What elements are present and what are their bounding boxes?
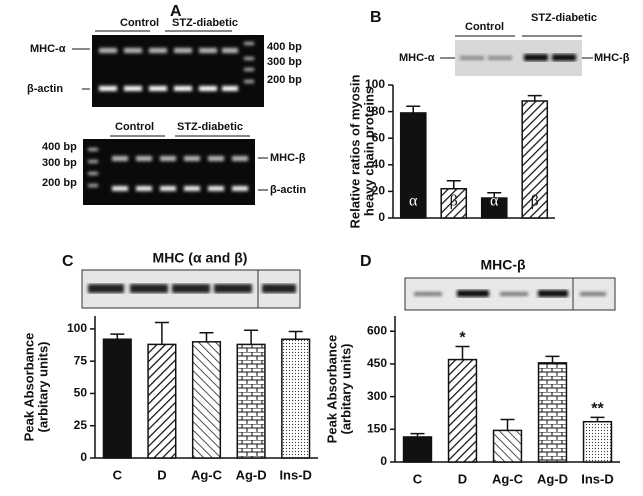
error-bar: [446, 180, 461, 189]
panel-letter: D: [360, 253, 372, 270]
y-tick-label: 0: [378, 210, 385, 224]
bar: [236, 343, 266, 459]
bar-label: β: [531, 193, 539, 210]
bar: [191, 341, 222, 459]
bar-label: α: [409, 193, 418, 210]
bar: [147, 343, 177, 459]
gel-panel-a: A Control STZ-diabetic MHC-α β-actin 400…: [27, 3, 306, 205]
panel-letter: A: [170, 3, 182, 20]
error-bar: [455, 345, 470, 360]
error-bar: [154, 321, 169, 345]
size-label: 200 bp: [267, 74, 302, 86]
x-tick-label: D: [157, 467, 166, 482]
band-label: β-actin: [270, 184, 306, 196]
error-bar: [288, 330, 303, 340]
error-bar: [199, 332, 214, 342]
panel-letter: B: [370, 9, 382, 26]
error-bar: [527, 94, 542, 101]
group-label: Control: [120, 17, 159, 29]
y-tick-label: 300: [367, 389, 387, 403]
error-bar: [545, 355, 560, 363]
bar: [281, 338, 311, 459]
y-tick-label: 50: [74, 386, 88, 400]
error-bar: [500, 418, 515, 431]
y-tick-label: 80: [372, 104, 386, 118]
x-tick-label: D: [458, 471, 467, 486]
y-tick-label: 600: [367, 323, 387, 337]
band-label: MHC-β: [270, 152, 306, 164]
y-axis-label: heavy chain proteins: [361, 87, 376, 216]
band-label: MHC-α: [30, 43, 66, 55]
y-tick-label: 100: [365, 77, 385, 91]
chart-title: MHC-β: [480, 257, 526, 273]
error-bar: [406, 105, 421, 113]
y-tick-label: 60: [372, 130, 386, 144]
size-label: 200 bp: [42, 177, 77, 189]
group-label: STZ-diabetic: [172, 17, 238, 29]
group-label: STZ-diabetic: [531, 12, 597, 24]
y-axis-label: (arbitary units): [338, 343, 353, 434]
size-label: 400 bp: [267, 41, 302, 53]
x-tick-label: Ag-D: [236, 467, 267, 482]
size-label: 300 bp: [42, 157, 77, 169]
x-tick-label: Ins-D: [581, 471, 614, 486]
x-tick-label: Ag-D: [537, 471, 568, 486]
bar: [102, 338, 132, 459]
size-label: 400 bp: [42, 141, 77, 153]
x-tick-label: C: [113, 467, 123, 482]
y-axis-label: Peak Absorbance: [21, 333, 36, 442]
y-tick-label: 25: [74, 418, 88, 432]
y-axis-label: Peak Absorbance: [324, 335, 339, 444]
y-tick-label: 450: [367, 356, 387, 370]
bar: [399, 112, 427, 219]
panel-letter: C: [62, 253, 74, 270]
band-label: β-actin: [27, 83, 63, 95]
x-tick-label: Ag-C: [492, 471, 524, 486]
bar: [447, 358, 478, 463]
y-axis-label: (arbitary units): [35, 341, 50, 432]
group-label: Control: [465, 21, 504, 33]
bar: [537, 362, 568, 463]
bar-label: β: [450, 193, 458, 210]
y-tick-label: 40: [372, 157, 386, 171]
y-axis-label: Relative ratios of myosin: [347, 75, 362, 229]
bar: [402, 436, 433, 463]
bar-label: α: [490, 193, 499, 210]
x-tick-label: C: [413, 471, 423, 486]
gel-panel-b: B Control STZ-diabetic MHC-α MHC-β: [370, 9, 630, 76]
x-tick-label: Ins-D: [279, 467, 312, 482]
error-bar: [110, 333, 125, 340]
group-label: STZ-diabetic: [177, 121, 243, 133]
error-bar: [410, 432, 425, 437]
size-label: 300 bp: [267, 56, 302, 68]
y-tick-label: 75: [74, 353, 88, 367]
x-tick-label: Ag-C: [191, 467, 223, 482]
y-tick-label: 0: [80, 450, 87, 464]
bar: [582, 420, 613, 463]
band-label: MHC-α: [399, 52, 435, 64]
bar: [521, 100, 549, 219]
bar: [492, 429, 523, 463]
y-tick-label: 0: [380, 454, 387, 468]
annotation: *: [459, 330, 466, 347]
y-tick-label: 100: [67, 321, 87, 335]
band-label: MHC-β: [594, 52, 630, 64]
group-label: Control: [115, 121, 154, 133]
error-bar: [244, 329, 259, 345]
y-tick-label: 150: [367, 421, 387, 435]
blot-strips: [81, 269, 616, 311]
error-bar: [487, 191, 502, 199]
y-tick-label: 20: [372, 184, 386, 198]
error-bar: [590, 416, 605, 422]
annotation: **: [591, 401, 604, 418]
chart-title: MHC (α and β): [153, 250, 248, 266]
